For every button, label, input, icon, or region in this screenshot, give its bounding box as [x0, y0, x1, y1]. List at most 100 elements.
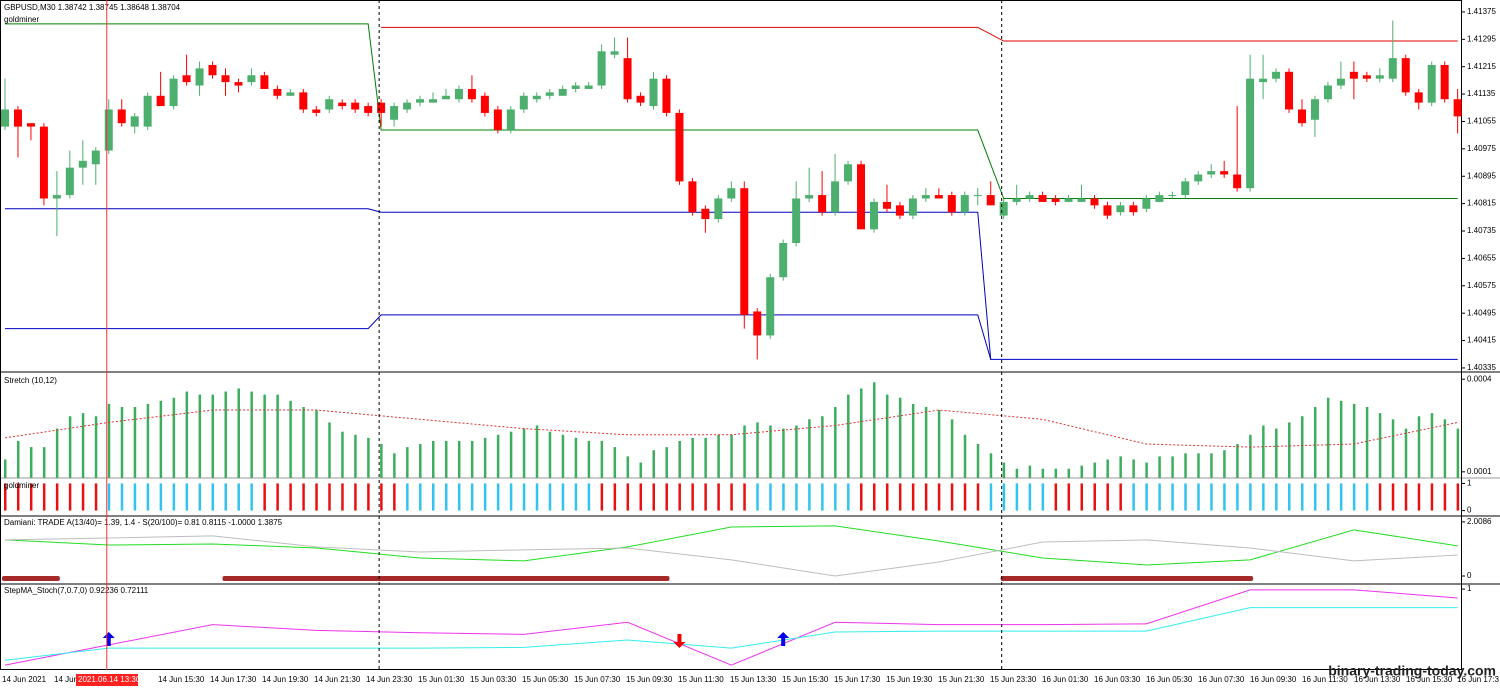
- histogram-bar: [1158, 456, 1161, 478]
- state-bar: [522, 483, 526, 511]
- candle-body: [973, 195, 982, 197]
- indicator-label: goldminer: [4, 15, 39, 24]
- y-tick-label: 2.0086: [1467, 517, 1492, 526]
- candle-body: [545, 92, 554, 96]
- y-tick-label: 0: [1467, 571, 1472, 580]
- y-tick-label: 0.0001: [1467, 467, 1492, 476]
- histogram-bar: [924, 406, 928, 478]
- histogram-bar: [911, 403, 915, 478]
- histogram-bar: [198, 394, 202, 478]
- state-bar: [872, 483, 876, 511]
- state-bar: [1054, 483, 1058, 511]
- state-bar: [107, 483, 111, 511]
- state-bar: [885, 483, 889, 511]
- candle-body: [182, 75, 191, 83]
- y-tick-label: 1.40575: [1467, 281, 1496, 290]
- x-tick-label: 14 Jun 17:30: [210, 675, 257, 684]
- candle-body: [480, 95, 489, 113]
- candle-body: [1038, 195, 1047, 202]
- state-bar: [898, 483, 902, 511]
- histogram-bar: [302, 406, 305, 478]
- candle-body: [1310, 99, 1319, 120]
- state-bar: [328, 483, 331, 511]
- state-bar: [1041, 483, 1045, 511]
- histogram-bar: [1404, 428, 1408, 478]
- histogram-bar: [1184, 453, 1187, 478]
- histogram-bar: [1041, 468, 1045, 478]
- histogram-bar: [795, 425, 798, 478]
- trade-bar: [222, 576, 670, 581]
- state-bar: [717, 483, 720, 511]
- state-bar: [224, 483, 227, 511]
- candle-body: [13, 109, 22, 127]
- histogram-bar: [561, 434, 565, 478]
- state-bar: [4, 483, 7, 511]
- histogram-bar: [1015, 468, 1019, 478]
- histogram-bar: [470, 440, 474, 478]
- state-bar: [457, 483, 461, 511]
- indicator-label: goldminer: [4, 481, 39, 490]
- state-bar: [1145, 483, 1148, 511]
- x-tick-label: 14 Jun: [54, 675, 78, 684]
- candle-body: [1, 109, 9, 127]
- candle-body: [1246, 78, 1255, 189]
- candle-body: [143, 95, 152, 127]
- state-bar: [1417, 483, 1421, 511]
- y-tick-label: 1.40735: [1467, 226, 1496, 235]
- candle-body: [1103, 205, 1112, 216]
- histogram-bar: [1275, 428, 1278, 478]
- histogram-bar: [263, 394, 266, 478]
- histogram-bar: [872, 382, 876, 478]
- state-bar: [120, 483, 124, 511]
- histogram-bar: [769, 425, 772, 478]
- signal-arrow: [777, 632, 790, 646]
- histogram-bar: [1002, 462, 1006, 478]
- candle-body: [1375, 75, 1384, 79]
- histogram-bar: [1352, 403, 1356, 478]
- candle-body: [338, 102, 347, 107]
- trade-bar: [2, 576, 60, 581]
- histogram-bar: [1378, 413, 1382, 478]
- state-bar: [1352, 483, 1356, 511]
- candle-body: [869, 201, 878, 230]
- cursor-label-bg: [76, 674, 138, 686]
- candle-body: [649, 78, 658, 107]
- histogram-bar: [600, 440, 604, 478]
- candle-body: [1051, 198, 1060, 202]
- candle-body: [727, 188, 736, 199]
- histogram-bar: [1430, 413, 1434, 478]
- candle-body: [908, 198, 917, 216]
- histogram-bar: [548, 431, 552, 478]
- histogram-bar: [652, 450, 655, 478]
- x-tick-label: 14 Jun 15:30: [158, 675, 205, 684]
- candle-body: [1194, 174, 1203, 182]
- state-bar: [302, 483, 305, 511]
- histogram-bar: [1313, 406, 1317, 478]
- candle-body: [91, 150, 100, 165]
- candle-body: [792, 198, 801, 243]
- state-bar: [1002, 483, 1006, 511]
- candle-body: [1025, 195, 1034, 199]
- candle-body: [65, 167, 74, 196]
- candle-body: [1220, 171, 1229, 175]
- candle-body: [1336, 78, 1345, 86]
- state-bar: [613, 483, 617, 511]
- state-bar: [470, 483, 474, 511]
- state-bar: [146, 483, 150, 511]
- x-tick-label: 16 Jun 01:30: [1042, 675, 1089, 684]
- histogram-bar: [1223, 450, 1226, 478]
- plot-frame: [0, 0, 1462, 670]
- state-bar: [29, 483, 33, 511]
- state-bar: [834, 483, 837, 511]
- state-bar: [587, 483, 591, 511]
- state-bar: [1119, 483, 1122, 511]
- x-tick-label: 15 Jun 05:30: [522, 675, 569, 684]
- state-bar: [1249, 483, 1252, 511]
- signal-arrow: [102, 632, 115, 646]
- state-bar: [743, 483, 746, 511]
- histogram-bar: [42, 447, 46, 478]
- state-bar: [1028, 483, 1032, 511]
- x-tick-label: 15 Jun 03:30: [470, 675, 517, 684]
- state-bar: [1391, 483, 1395, 511]
- candle-body: [1388, 58, 1397, 79]
